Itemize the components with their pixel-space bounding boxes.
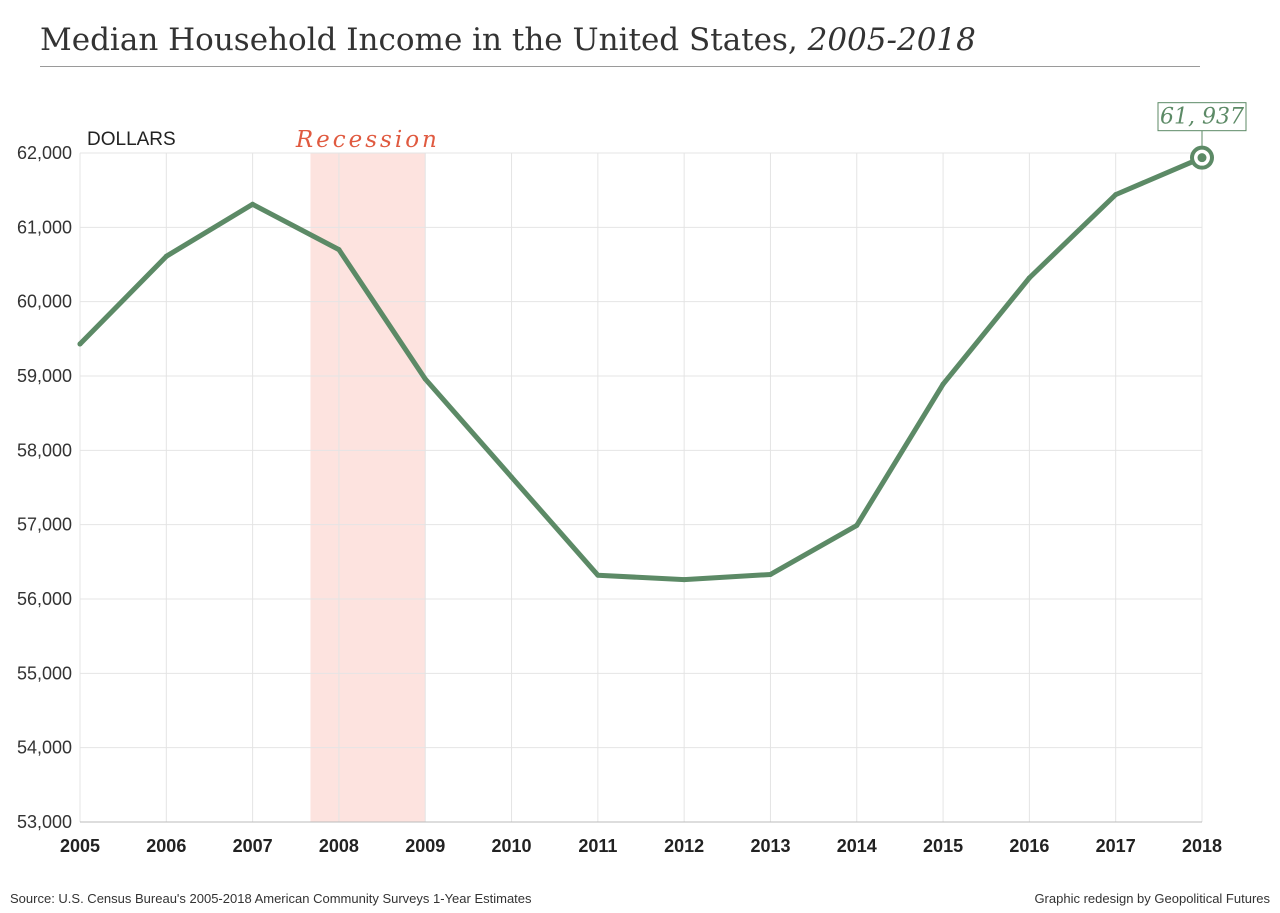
x-tick-label: 2015 [923,836,963,856]
x-tick-label: 2016 [1009,836,1049,856]
data-point [1113,192,1119,198]
callout-value: 61, 937 [1160,105,1244,130]
y-tick-label: 59,000 [17,366,72,386]
y-tick-label: 55,000 [17,663,72,683]
axes: 53,000 54,000 55,000 56,000 57,000 58,000 59,0… [17,143,1222,856]
y-tick-label: 61,000 [17,217,72,237]
data-point [681,577,687,583]
series [77,145,1214,583]
data-point [336,247,342,253]
data-point [422,376,428,382]
data-point [854,522,860,528]
y-tick-label: 62,000 [17,143,72,163]
data-point [250,201,256,207]
x-tick-label: 2008 [319,836,359,856]
y-axis-label: DOLLARS [87,129,176,150]
data-point [595,572,601,578]
data-point [163,253,169,259]
x-tick-label: 2011 [578,836,617,856]
data-point [77,341,83,347]
x-tick-label: 2006 [146,836,186,856]
income-line [77,155,1205,583]
y-tick-label: 53,000 [17,812,72,832]
data-point [940,381,946,387]
data-point [509,474,515,480]
x-tick-label: 2017 [1096,836,1136,856]
x-tick-label: 2005 [60,836,100,856]
data-point [767,571,773,577]
chart-labels: DOLLARS Recession 61, 937 [87,102,1247,153]
x-tick-label: 2010 [492,836,532,856]
x-tick-label: 2013 [750,836,790,856]
x-tick-label: 2009 [405,836,445,856]
chart-title-years: 2005-2018 [807,22,976,58]
y-tick-label: 60,000 [17,292,72,312]
credit-note: Graphic redesign by Geopolitical Futures [1034,891,1270,906]
title-divider [40,66,1200,67]
y-tick-label: 54,000 [17,738,72,758]
y-tick-label: 56,000 [17,589,72,609]
x-tick-label: 2007 [233,836,273,856]
chart-title: Median Household Income in the United St… [40,22,976,58]
data-point [1026,275,1032,281]
y-tick-label: 57,000 [17,515,72,535]
y-tick-label: 58,000 [17,440,72,460]
x-tick-label: 2014 [837,836,877,856]
recession-band [310,153,426,822]
grid [79,152,1203,823]
x-tick-label: 2018 [1182,836,1222,856]
recession-shading [310,153,426,822]
source-note: Source: U.S. Census Bureau's 2005-2018 A… [10,891,532,906]
recession-label: Recession [295,127,440,153]
callout-box [1157,102,1247,132]
x-tick-label: 2012 [664,836,704,856]
end-marker-dot [1197,153,1207,163]
